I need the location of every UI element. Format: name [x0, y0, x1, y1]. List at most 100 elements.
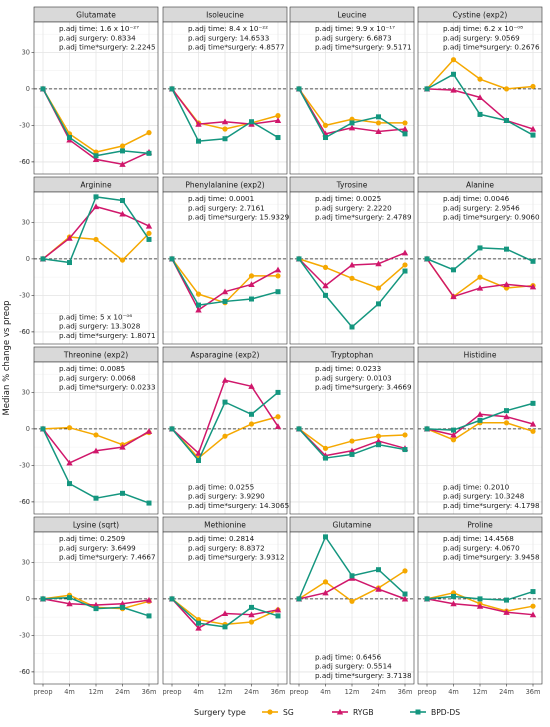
stat-annotation: p.adj time: 0.0025	[315, 194, 381, 203]
panel-border	[162, 21, 288, 175]
facet-panel: Cystine (exp2)p.adj time: 6.2 x 10⁻⁰⁸p.a…	[417, 6, 543, 175]
data-point-bpd-ds	[323, 135, 328, 141]
data-point-bpd-ds	[146, 236, 152, 242]
x-tick-label: 4m	[448, 688, 459, 696]
x-tick-label: 24m	[115, 688, 130, 696]
legend-key-marker	[336, 708, 344, 715]
x-tick-label: preop	[33, 688, 52, 696]
data-point-rygb	[274, 423, 282, 430]
data-point-sg	[402, 432, 408, 438]
stat-annotation: p.adj time: 9.9 x 10⁻¹⁷	[315, 24, 395, 33]
data-point-bpd-ds	[424, 256, 430, 262]
x-tick-label: 36m	[526, 688, 541, 696]
data-point-rygb	[450, 600, 457, 607]
y-tick-label: -60	[19, 668, 30, 676]
data-point-sg	[349, 598, 355, 604]
data-point-bpd-ds	[504, 246, 509, 252]
panel-border	[417, 361, 543, 515]
panel-border	[417, 191, 543, 345]
x-tick-label: 24m	[371, 688, 386, 696]
stat-annotation: p.adj surgery: 3.6499	[59, 543, 136, 552]
y-tick-label: -60	[19, 498, 30, 506]
data-point-bpd-ds	[530, 258, 536, 264]
data-point-sg	[275, 273, 281, 279]
data-point-rygb	[476, 284, 484, 291]
data-point-bpd-ds	[349, 451, 355, 457]
panel-border	[289, 21, 415, 175]
data-point-sg	[322, 122, 329, 128]
data-point-bpd-ds	[296, 86, 302, 92]
data-point-bpd-ds	[275, 389, 281, 395]
data-point-sg	[222, 433, 228, 439]
stat-annotation: p.adj time: 0.2010	[443, 482, 510, 491]
data-point-sg	[119, 257, 126, 263]
stat-annotation: p.adj time*surgery: 3.4669	[315, 383, 412, 392]
x-tick-label: 24m	[499, 688, 514, 696]
data-point-bpd-ds	[323, 455, 328, 461]
stat-annotation: p.adj time: 8.4 x 10⁻²²	[188, 24, 268, 33]
data-point-rygb	[401, 249, 409, 256]
y-axis-title: Median % change vs preop	[2, 300, 12, 415]
x-tick-label: 36m	[142, 688, 157, 696]
data-point-bpd-ds	[323, 292, 328, 298]
legend-title: Surgery type	[194, 708, 246, 717]
data-point-bpd-ds	[120, 604, 125, 610]
legend-label-bpd-ds: BPD-DS	[431, 708, 460, 717]
data-point-rygb	[274, 117, 282, 124]
facet-panel: Arginine p.adj time: 5 x 10⁻⁰⁶p.adj surge…	[19, 176, 159, 345]
data-point-bpd-ds	[477, 111, 483, 117]
stat-annotation: p.adj time: 0.2814	[188, 534, 255, 543]
y-tick-label: -60	[19, 328, 30, 336]
stat-annotation: p.adj time*surgery: 2.4789	[315, 213, 412, 222]
data-point-bpd-ds	[93, 606, 99, 612]
data-point-rygb	[529, 420, 537, 427]
x-tick-label: 4m	[320, 688, 331, 696]
data-point-rygb	[375, 128, 382, 134]
facet-title: Histidine	[464, 351, 497, 360]
data-point-bpd-ds	[169, 256, 175, 262]
y-tick-label: 0	[26, 85, 30, 93]
facet-title: Glutamate	[76, 11, 116, 20]
data-point-bpd-ds	[477, 245, 483, 251]
data-point-bpd-ds	[402, 591, 408, 597]
stat-annotation: p.adj surgery: 0.0103	[315, 373, 392, 382]
facet-title: Cystine (exp2)	[453, 11, 508, 20]
stat-annotation: p.adj time: 0.0046	[443, 194, 510, 203]
data-point-rygb	[529, 611, 537, 618]
data-point-bpd-ds	[146, 500, 152, 506]
x-tick-label: 4m	[193, 688, 204, 696]
data-point-bpd-ds	[323, 534, 328, 540]
data-point-bpd-ds	[451, 427, 456, 433]
facet-title: Proline	[467, 521, 493, 530]
data-point-bpd-ds	[222, 624, 228, 630]
data-point-bpd-ds	[249, 411, 254, 417]
data-point-rygb	[119, 600, 126, 607]
data-point-rygb	[529, 125, 537, 132]
legend-key-marker	[267, 709, 273, 715]
data-point-bpd-ds	[275, 289, 281, 295]
y-tick-label: -60	[19, 158, 30, 166]
stat-annotation: p.adj surgery: 9.0569	[443, 33, 520, 42]
panel-border	[33, 361, 159, 515]
stat-annotation: p.adj time: 0.6456	[315, 652, 382, 661]
data-point-bpd-ds	[504, 597, 509, 603]
facet-panel: Isoleucine p.adj time: 8.4 x 10⁻²²p.adj s…	[162, 6, 288, 175]
x-tick-label: preop	[417, 688, 436, 696]
data-point-rygb	[450, 86, 457, 93]
data-point-rygb	[322, 589, 329, 596]
stat-annotation: p.adj time: 0.0255	[188, 482, 254, 491]
data-point-rygb	[348, 447, 356, 454]
data-point-rygb	[401, 595, 409, 602]
stat-annotation: p.adj time*surgery: 3.9312	[188, 553, 285, 562]
data-point-bpd-ds	[376, 442, 381, 448]
data-point-bpd-ds	[120, 198, 125, 204]
data-point-bpd-ds	[146, 613, 152, 619]
y-tick-label: -60	[19, 328, 30, 336]
data-point-bpd-ds	[93, 495, 99, 501]
data-point-rygb	[119, 443, 126, 450]
data-point-rygb	[119, 161, 126, 167]
panel-border	[33, 191, 159, 345]
